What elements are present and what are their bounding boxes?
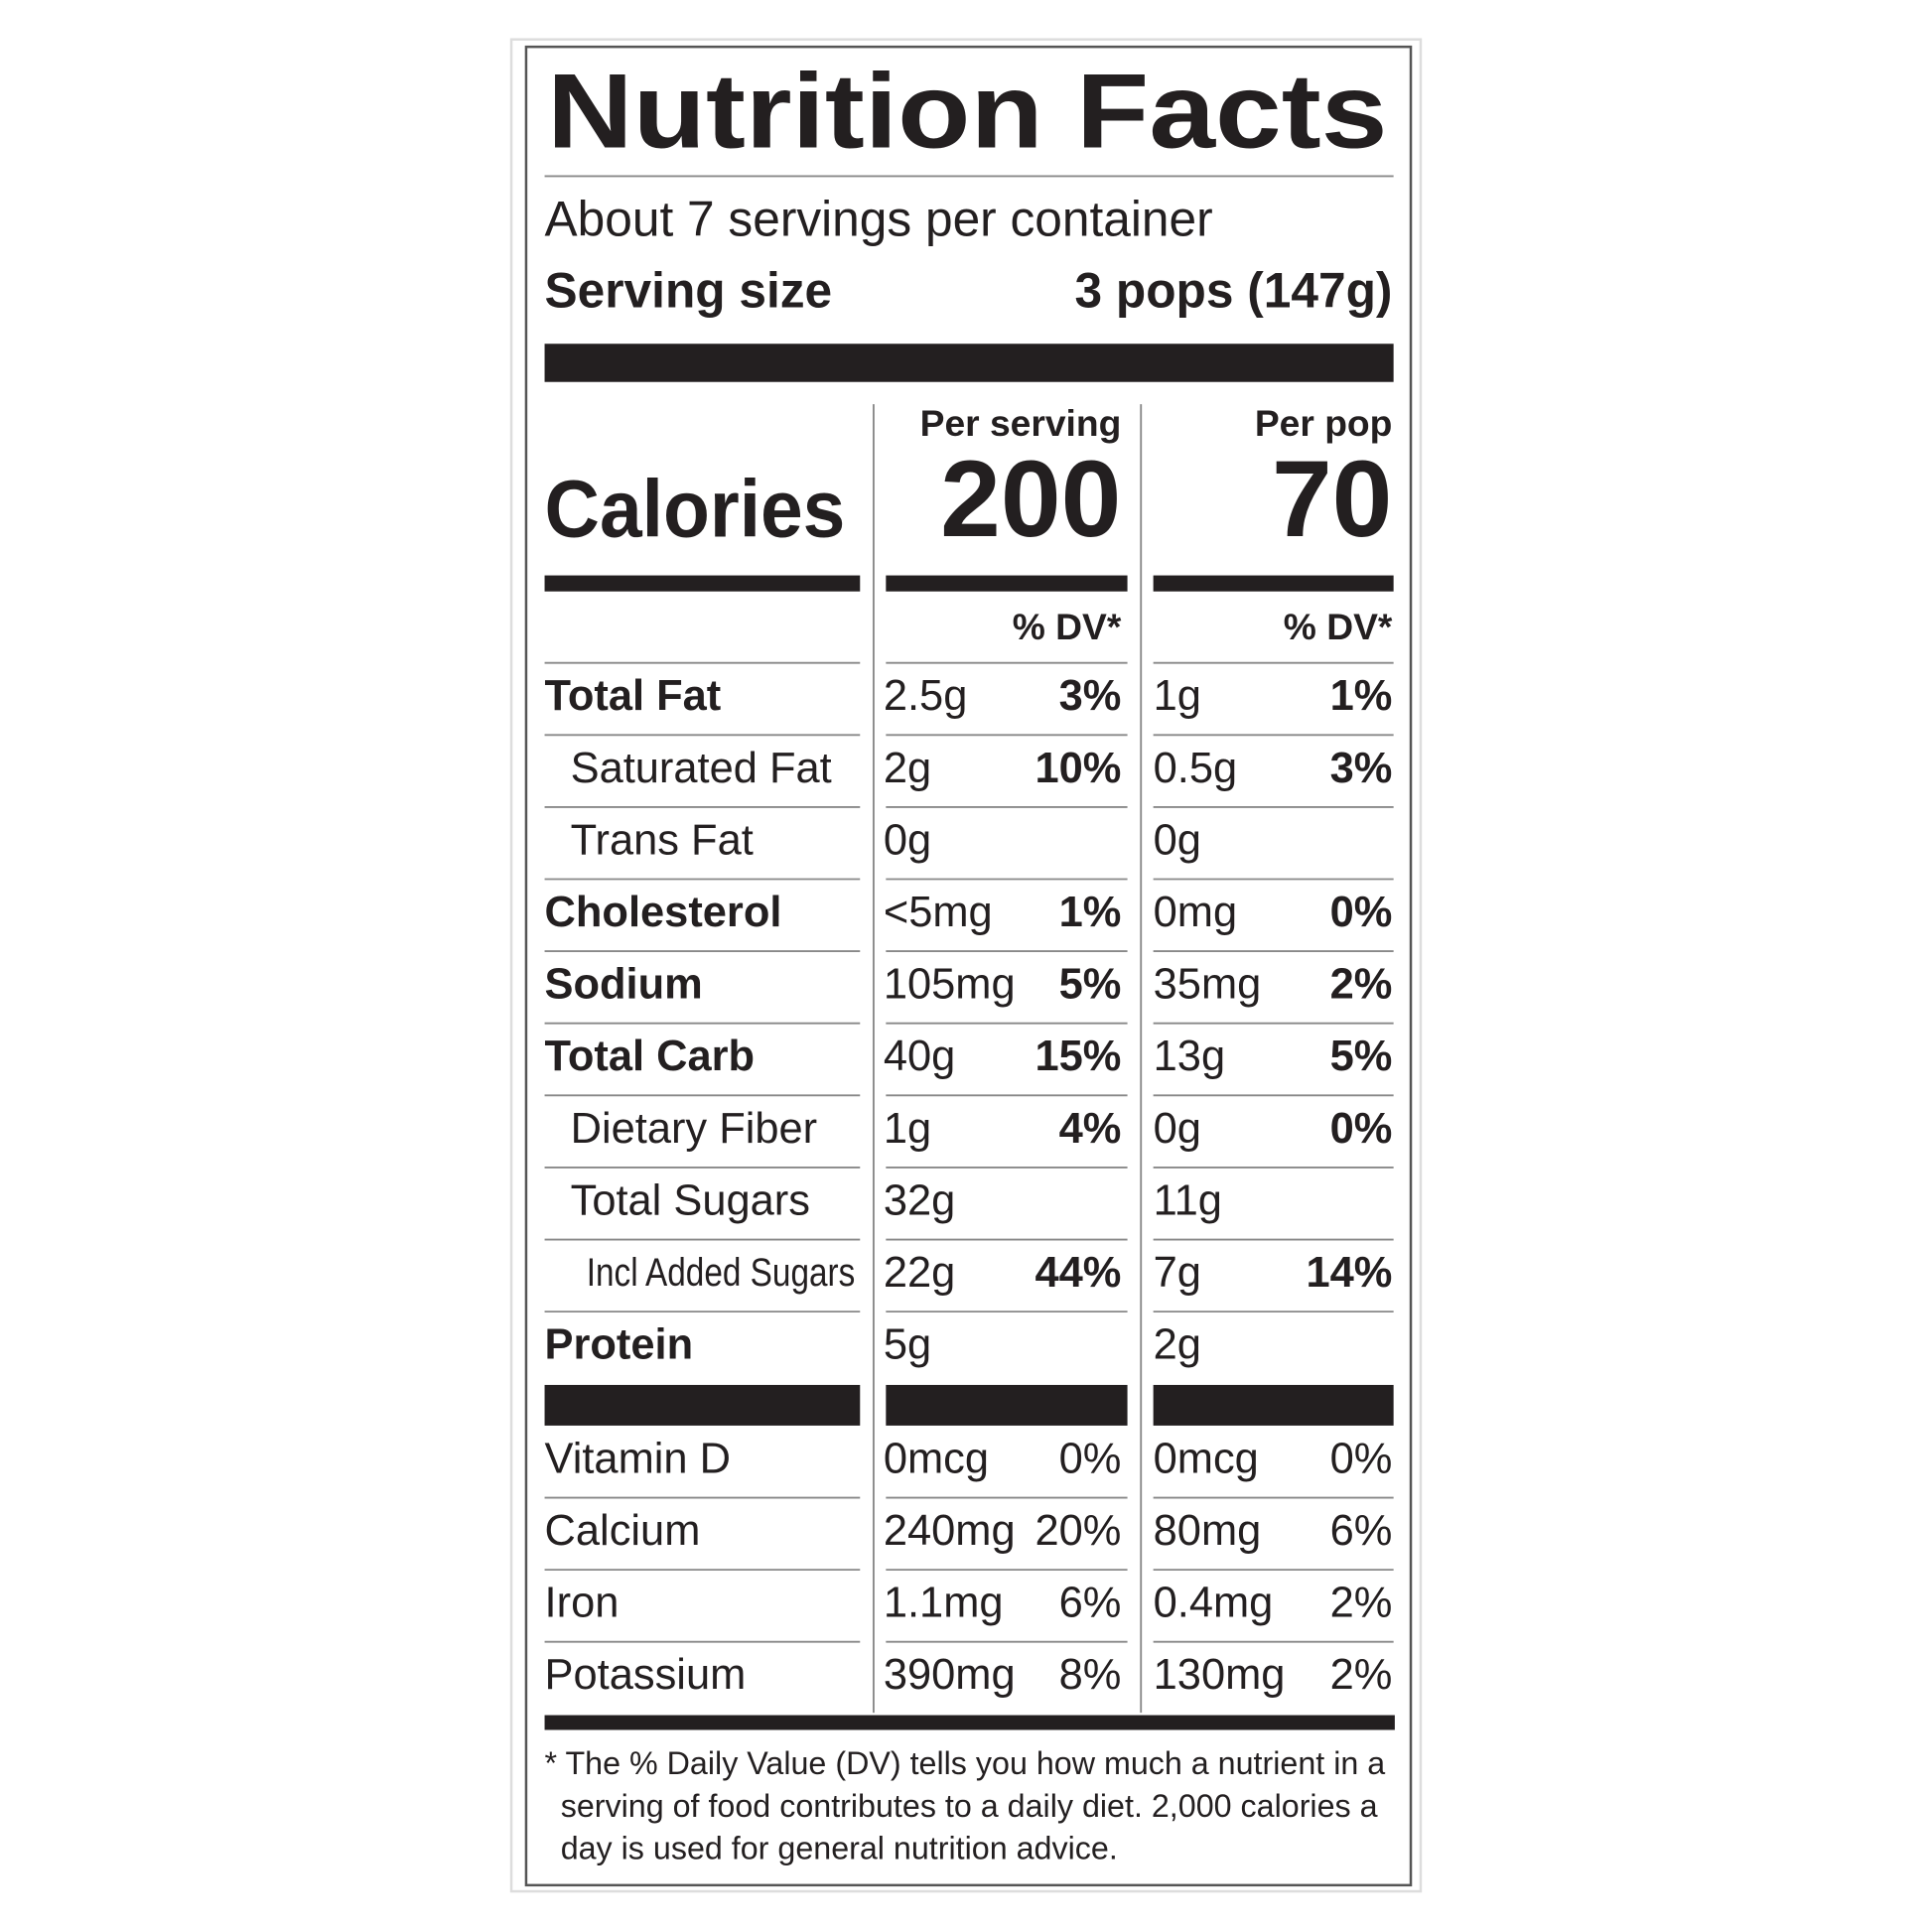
nutrient-name: Cholesterol — [545, 889, 782, 936]
daily-value: 3% — [1059, 672, 1122, 720]
amount: 35mg — [1154, 961, 1262, 1009]
daily-value: 0% — [1330, 1435, 1393, 1482]
daily-value: 15% — [1035, 1033, 1121, 1080]
servings: About 7 servings per container — [545, 192, 1213, 247]
daily-value: 6% — [1059, 1580, 1122, 1627]
serving-size-value: 3 pops (147g) — [1075, 263, 1393, 319]
amount: 240mg — [884, 1507, 1016, 1555]
serving-size-label: Serving size — [545, 263, 833, 319]
medium-bar — [1153, 575, 1394, 592]
daily-value: 8% — [1059, 1651, 1122, 1699]
amount: 2g — [1154, 1321, 1201, 1369]
daily-value: 6% — [1330, 1507, 1393, 1555]
nutrient-name: Total Sugars — [571, 1176, 810, 1224]
calories-label: Calories — [545, 464, 846, 554]
nutrient-name: Sodium — [545, 961, 703, 1009]
label-border — [524, 45, 1413, 1887]
thick-bar — [544, 344, 1394, 382]
nutrient-name: Saturated Fat — [571, 745, 832, 792]
daily-value: 5% — [1330, 1033, 1393, 1080]
thick-bar — [1153, 1384, 1394, 1426]
dv-header: % DV* — [1284, 606, 1393, 647]
nutrient-name: Vitamin D — [545, 1435, 731, 1482]
amount: 80mg — [1154, 1507, 1262, 1555]
daily-value: 0% — [1330, 1105, 1393, 1153]
title: Nutrition Facts — [547, 52, 1387, 171]
amount: 130mg — [1154, 1651, 1286, 1699]
amount: 7g — [1154, 1249, 1201, 1297]
thick-bar — [886, 1384, 1128, 1426]
daily-value: 4% — [1059, 1105, 1122, 1153]
amount: 11g — [1154, 1176, 1222, 1224]
nutrient-name: Total Carb — [545, 1033, 755, 1080]
amount: 390mg — [884, 1651, 1016, 1699]
daily-value: 1% — [1059, 889, 1122, 936]
amount: <5mg — [884, 889, 993, 936]
amount: 0g — [884, 816, 931, 864]
daily-value: 2% — [1330, 961, 1393, 1009]
amount: 13g — [1154, 1033, 1225, 1080]
nutrient-name: Total Fat — [545, 672, 722, 720]
amount: 0mg — [1154, 889, 1237, 936]
medium-bar — [886, 575, 1128, 592]
calories-value: 70 — [1272, 439, 1392, 560]
column-header: Per pop — [1255, 402, 1393, 444]
amount: 0g — [1154, 1105, 1201, 1153]
daily-value: 44% — [1035, 1249, 1121, 1297]
amount: 32g — [884, 1176, 955, 1224]
footnote: serving of food contributes to a daily d… — [561, 1788, 1378, 1824]
amount: 1.1mg — [884, 1580, 1004, 1627]
amount: 0mcg — [1154, 1435, 1259, 1482]
nutrient-name: Incl Added Sugars — [587, 1251, 856, 1295]
daily-value: 5% — [1059, 961, 1122, 1009]
dv-header: % DV* — [1013, 606, 1122, 647]
daily-value: 2% — [1330, 1651, 1393, 1699]
daily-value: 0% — [1330, 889, 1393, 936]
daily-value: 20% — [1035, 1507, 1121, 1555]
daily-value: 0% — [1059, 1435, 1122, 1482]
nutrient-name: Protein — [545, 1321, 694, 1369]
nutrient-name: Calcium — [545, 1507, 701, 1555]
amount: 1g — [1154, 672, 1201, 720]
thick-bar — [544, 1384, 861, 1426]
amount: 0g — [1154, 816, 1201, 864]
amount: 5g — [884, 1321, 931, 1369]
daily-value: 14% — [1306, 1249, 1392, 1297]
amount: 22g — [884, 1249, 955, 1297]
amount: 0.4mg — [1154, 1580, 1274, 1627]
amount: 1g — [884, 1105, 931, 1153]
daily-value: 1% — [1330, 672, 1393, 720]
daily-value: 10% — [1035, 745, 1121, 792]
column-header: Per serving — [920, 402, 1122, 444]
amount: 40g — [884, 1033, 955, 1080]
amount: 0mcg — [884, 1435, 989, 1482]
daily-value: 2% — [1330, 1580, 1393, 1627]
medium-bar — [544, 575, 861, 592]
calories-value: 200 — [940, 439, 1121, 560]
daily-value: 3% — [1330, 745, 1393, 792]
amount: 2.5g — [884, 672, 968, 720]
amount: 105mg — [884, 961, 1016, 1009]
thick-bar — [544, 1715, 1395, 1730]
nutrient-name: Iron — [545, 1580, 620, 1627]
nutrient-name: Trans Fat — [571, 816, 754, 864]
nutrient-name: Dietary Fiber — [571, 1105, 818, 1153]
nutrient-name: Potassium — [545, 1651, 747, 1699]
amount: 2g — [884, 745, 931, 792]
footnote: * The % Daily Value (DV) tells you how m… — [545, 1745, 1386, 1781]
footnote: day is used for general nutrition advice… — [561, 1831, 1118, 1866]
amount: 0.5g — [1154, 745, 1238, 792]
